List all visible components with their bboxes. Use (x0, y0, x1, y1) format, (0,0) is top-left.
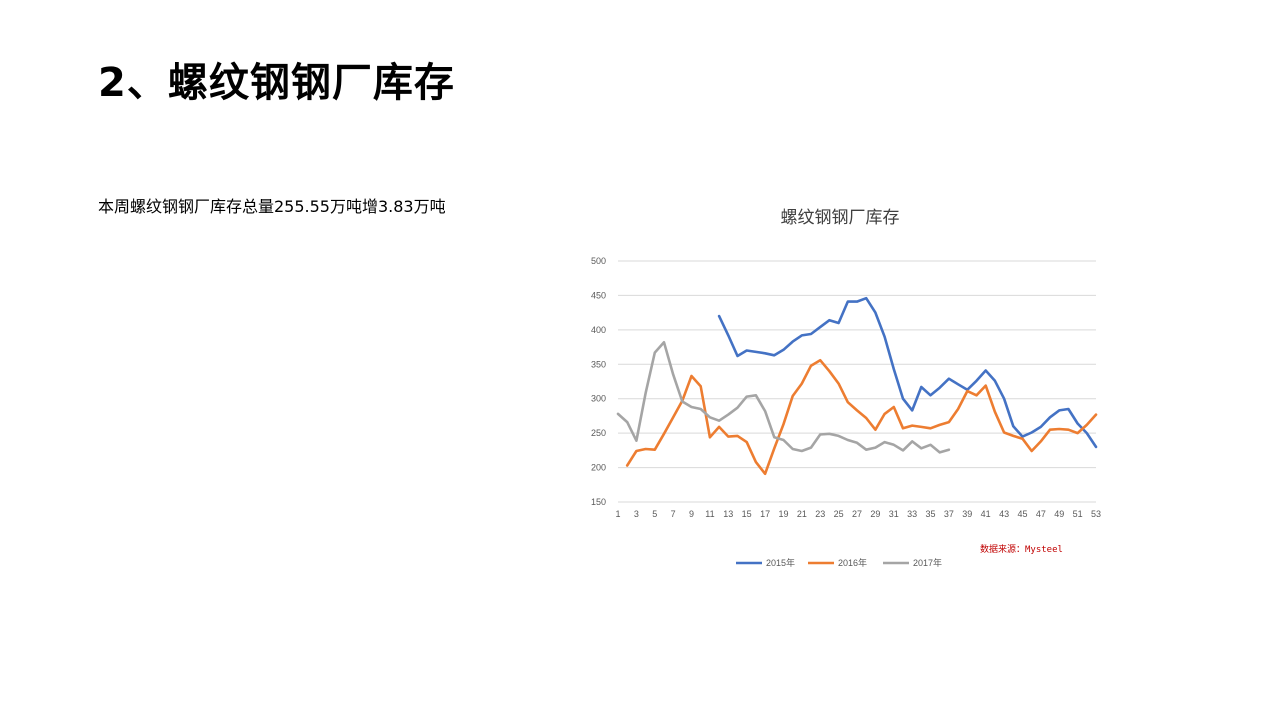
y-tick-label: 450 (591, 290, 606, 300)
x-tick-label: 23 (815, 509, 825, 519)
x-tick-label: 5 (652, 509, 657, 519)
x-tick-label: 27 (852, 509, 862, 519)
y-tick-label: 300 (591, 394, 606, 404)
x-tick-label: 41 (981, 509, 991, 519)
legend-label: 2015年 (766, 557, 795, 568)
x-tick-label: 47 (1036, 509, 1046, 519)
x-tick-label: 11 (705, 509, 714, 519)
x-tick-label: 21 (797, 509, 807, 519)
x-tick-label: 17 (760, 509, 770, 519)
legend-label: 2017年 (913, 557, 942, 568)
inventory-chart: 螺纹钢钢厂库存 150 200 250 300 350 400 450 500 1 3 5 7 9 11 1… (570, 195, 1110, 580)
inventory-summary: 本周螺纹钢钢厂库存总量255.55万吨增3.83万吨 (98, 197, 446, 216)
x-tick-label: 51 (1073, 509, 1083, 519)
y-tick-label: 150 (591, 497, 606, 507)
y-tick-label: 500 (591, 256, 606, 266)
x-tick-label: 35 (926, 509, 936, 519)
x-tick-label: 29 (870, 509, 880, 519)
x-tick-label: 25 (834, 509, 844, 519)
chart-title: 螺纹钢钢厂库存 (780, 208, 900, 228)
x-tick-label: 39 (962, 509, 972, 519)
x-tick-label: 53 (1091, 509, 1101, 519)
x-tick-label: 13 (723, 509, 733, 519)
x-tick-label: 33 (907, 509, 917, 519)
x-tick-label: 9 (689, 509, 694, 519)
x-tick-label: 45 (1017, 509, 1027, 519)
series-line-2015年 (717, 296, 1098, 449)
y-tick-label: 350 (591, 359, 606, 369)
x-tick-label: 43 (999, 509, 1009, 519)
series-line-2017年 (616, 341, 951, 454)
slide-title: 2、螺纹钢钢厂库存 (98, 60, 455, 106)
series-line-2016年 (625, 358, 1098, 476)
x-tick-label: 49 (1054, 509, 1064, 519)
y-tick-label: 250 (591, 428, 606, 438)
x-tick-label: 15 (742, 509, 752, 519)
y-tick-label: 200 (591, 463, 606, 473)
x-tick-label: 7 (671, 509, 676, 519)
x-tick-label: 1 (615, 509, 620, 519)
x-tick-label: 37 (944, 509, 954, 519)
x-tick-label: 3 (634, 509, 639, 519)
source-note: 数据来源：Mysteel (980, 545, 1063, 555)
y-tick-label: 400 (591, 325, 606, 335)
legend-label: 2016年 (838, 557, 867, 568)
x-tick-label: 31 (889, 509, 899, 519)
x-tick-label: 19 (778, 509, 788, 519)
